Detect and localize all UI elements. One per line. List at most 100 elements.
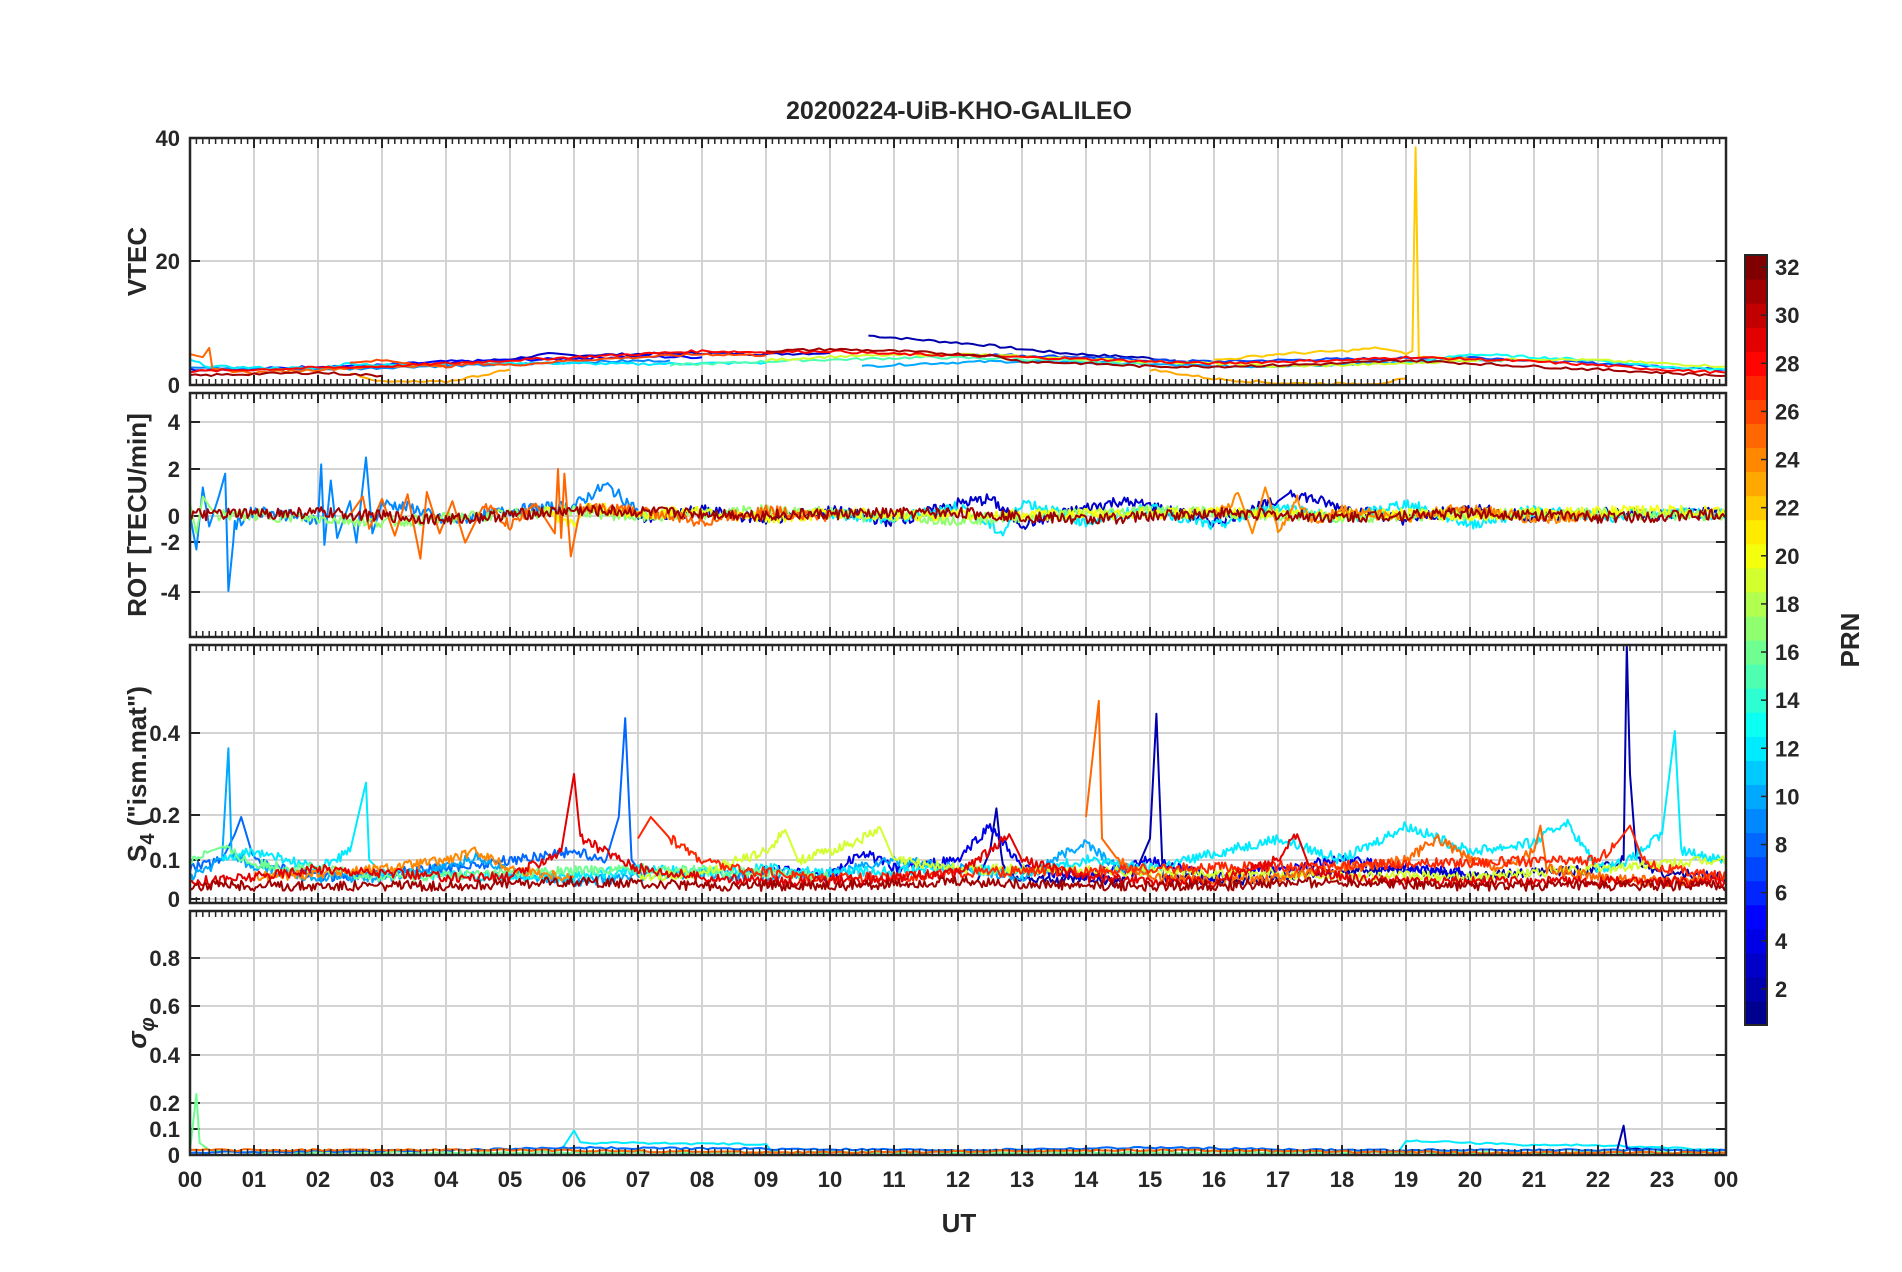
x-tick-label: 11: [882, 1167, 905, 1192]
colorbar-band: [1745, 784, 1767, 810]
panel-s4: 0 0.1 0.2 0.4S4 ("ism.mat"): [122, 643, 1728, 912]
x-tick-label: 21: [1522, 1167, 1546, 1192]
x-tick-label: 07: [626, 1167, 650, 1192]
chart-title: 20200224-UiB-KHO-GALILEO: [786, 97, 1132, 125]
colorbar-frame: [1744, 254, 1768, 1026]
y-tick-label: 2: [168, 457, 180, 482]
colorbar-tick-label: 8: [1775, 833, 1787, 858]
colorbar-band: [1745, 664, 1767, 689]
x-axis-label: UT: [942, 1208, 977, 1238]
colorbar-band: [1745, 856, 1767, 882]
ylabel-main: S: [122, 845, 152, 862]
colorbar-band: [1745, 1000, 1767, 1026]
x-tick-label: 18: [1330, 1167, 1354, 1192]
x-tick-label: 00: [1714, 1167, 1738, 1192]
x-tick-label: 17: [1266, 1167, 1290, 1192]
colorbar-band: [1745, 640, 1767, 665]
x-tick-label: 04: [434, 1167, 459, 1192]
x-tick-label: 14: [1074, 1167, 1099, 1192]
ylabel-subscript: φ: [137, 1017, 159, 1031]
colorbar-band: [1745, 712, 1767, 737]
colorbar-band: [1745, 736, 1767, 761]
colorbar-band: [1745, 615, 1767, 641]
colorbar-band: [1745, 255, 1767, 280]
x-tick-label: 05: [498, 1167, 522, 1192]
y-tick-label: 0: [168, 1143, 180, 1168]
traces-rot: [190, 456, 1726, 592]
colorbar-tick-label: 14: [1775, 688, 1800, 713]
colorbar-band: [1745, 375, 1767, 400]
y-tick-label: -4: [160, 580, 180, 605]
colorbar-band: [1745, 399, 1767, 425]
trace-prn-13: [1405, 353, 1726, 371]
y-tick-label: 4: [168, 410, 181, 435]
colorbar-tick-label: 16: [1775, 640, 1799, 665]
colorbar-band: [1745, 519, 1767, 545]
colorbar-band: [1745, 351, 1767, 376]
y-tick-label: 0.2: [149, 803, 180, 828]
y-tick-label: 0: [168, 887, 180, 912]
colorbar-band: [1745, 471, 1767, 497]
colorbar-tick-label: 2: [1775, 977, 1787, 1002]
colorbar-tick-label: 22: [1775, 496, 1799, 521]
x-tick-label: 03: [370, 1167, 394, 1192]
colorbar-band: [1745, 952, 1767, 978]
colorbar-band: [1745, 303, 1767, 328]
trace-prn-17: [190, 495, 1726, 535]
colorbar-band: [1745, 423, 1767, 449]
colorbar-label: PRN: [1835, 613, 1865, 668]
colorbar-band: [1745, 976, 1767, 1002]
y-tick-label: 0.6: [149, 994, 180, 1019]
colorbar-tick-label: 6: [1775, 881, 1787, 906]
y-axis-label-vtec: VTEC: [122, 227, 152, 297]
x-tick-label: 10: [818, 1167, 842, 1192]
trace-prn-23: [349, 368, 511, 384]
x-tick-label: 12: [946, 1167, 970, 1192]
colorbar-tick-label: 12: [1775, 736, 1799, 761]
colorbar-band: [1745, 567, 1767, 593]
colorbar-tick-label: 30: [1775, 303, 1799, 328]
x-tick-label: 02: [306, 1167, 330, 1192]
y-tick-label: 0: [168, 373, 180, 398]
traces-vtec: [190, 146, 1726, 385]
colorbar-band: [1745, 880, 1767, 906]
y-tick-label: 0.1: [149, 1117, 180, 1142]
y-tick-label: -2: [160, 530, 180, 555]
trace-prn-12: [1398, 1139, 1726, 1152]
y-tick-label: 0.4: [149, 721, 180, 746]
panel-sigma: 00.10.2 0.4 0.6 0.8 σφ: [122, 909, 1728, 1168]
colorbar-band: [1745, 495, 1767, 521]
colorbar-band: [1745, 808, 1767, 834]
y-tick-label: 0.1: [149, 848, 180, 873]
trace-prn-12: [560, 1129, 774, 1154]
y-axis-label-sigma: σφ: [122, 1017, 159, 1048]
x-tick-label: 15: [1138, 1167, 1162, 1192]
colorbar-tick-label: 20: [1775, 544, 1799, 569]
colorbar-band: [1745, 904, 1767, 930]
x-tick-label: 19: [1394, 1167, 1418, 1192]
y-tick-label: 0.2: [149, 1091, 180, 1116]
colorbar-tick-label: 28: [1775, 351, 1799, 376]
colorbar-band: [1745, 832, 1767, 858]
y-axis-label-rot: ROT [TECU/min]: [122, 413, 152, 617]
colorbar-tick-label: 18: [1775, 592, 1799, 617]
colorbar-tick-label: 10: [1775, 784, 1799, 809]
trace-prn-31: [190, 875, 1726, 892]
y-tick-label: 0: [168, 504, 180, 529]
x-tick-label: 06: [562, 1167, 586, 1192]
colorbar-band: [1745, 543, 1767, 569]
panel-vtec: 0 20 40 VTEC: [122, 126, 1728, 398]
trace-prn-31: [190, 504, 1726, 526]
colorbar-band: [1745, 447, 1767, 473]
y-axis-label-s4: S4 ("ism.mat"): [122, 686, 159, 862]
x-tick-label: 09: [754, 1167, 778, 1192]
colorbar-band: [1745, 327, 1767, 352]
x-tick-label: 16: [1202, 1167, 1226, 1192]
trace-prn-15: [669, 355, 1151, 367]
colorbar-tick-label: 24: [1775, 448, 1800, 473]
ylabel-main: σ: [122, 1030, 152, 1049]
y-tick-label: 0.8: [149, 946, 180, 971]
